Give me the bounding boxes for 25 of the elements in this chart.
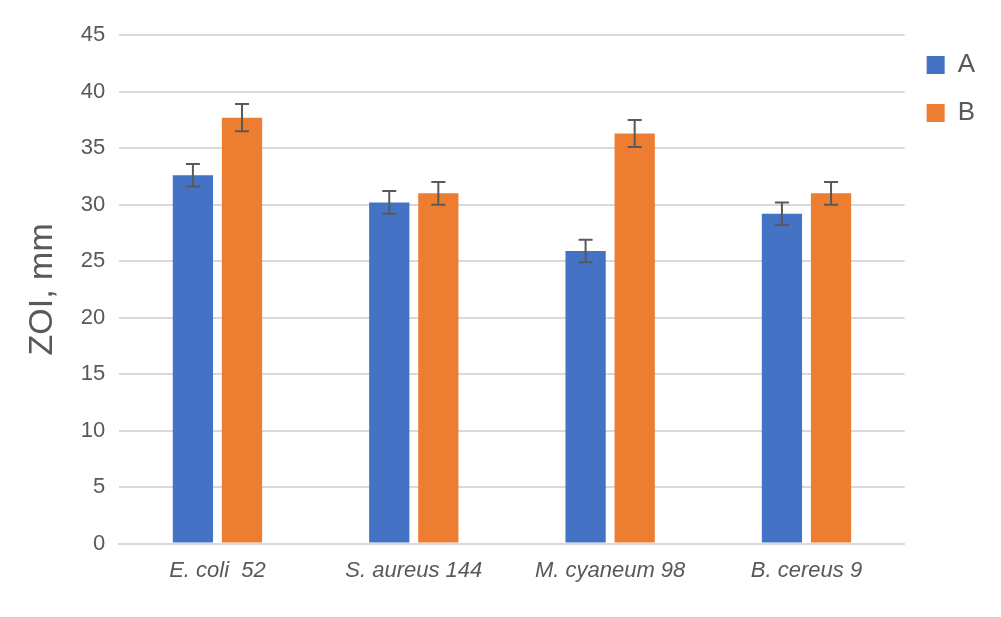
- legend-label: B: [957, 96, 975, 127]
- bar: [172, 175, 214, 543]
- bar: [221, 117, 263, 543]
- bar: [761, 213, 803, 543]
- y-tick-label: 45: [80, 21, 106, 47]
- legend-label: A: [957, 48, 976, 79]
- y-tick-label: 15: [80, 360, 106, 386]
- y-tick-label: 40: [80, 77, 106, 103]
- x-tick-label: E. coli 52: [169, 556, 266, 582]
- bar: [810, 193, 852, 543]
- y-tick-label: 5: [93, 473, 106, 499]
- y-tick-label: 35: [80, 134, 106, 160]
- y-tick-label: 10: [80, 416, 106, 442]
- y-tick-label: 0: [93, 529, 106, 555]
- bar: [369, 202, 410, 543]
- bar: [614, 133, 655, 543]
- bar: [418, 193, 459, 543]
- x-tick-label: S. aureus 144: [345, 556, 483, 582]
- y-axis-title: ZOI, mm: [20, 223, 59, 356]
- bar: [565, 250, 606, 543]
- x-tick-label: M. cyaneum 98: [534, 556, 687, 582]
- y-tick-label: 25: [80, 247, 106, 273]
- y-tick-label: 30: [80, 190, 106, 216]
- x-tick-label: B. cereus 9: [750, 556, 863, 582]
- y-tick-label: 20: [80, 303, 106, 329]
